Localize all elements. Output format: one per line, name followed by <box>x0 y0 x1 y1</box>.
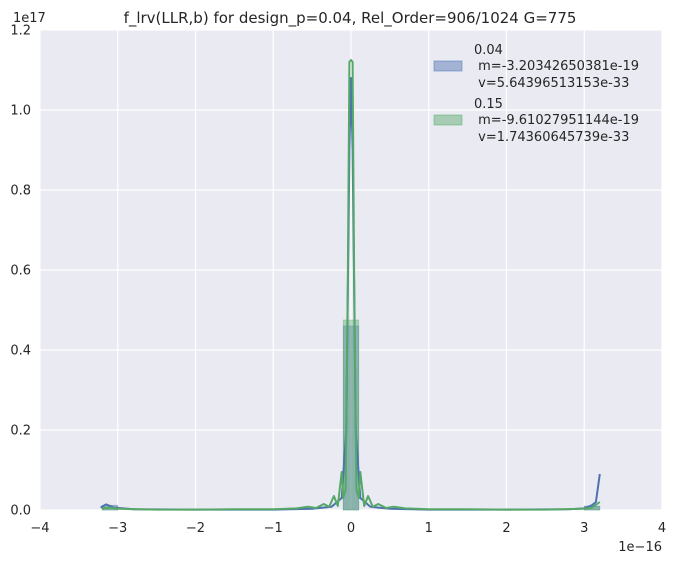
y-tick-label: 0.0 <box>10 504 31 519</box>
legend-variance-0.04: v=5.64396513153e-33 <box>474 76 629 91</box>
y-tick-label: 1.0 <box>10 104 31 119</box>
x-tick-label: 2 <box>502 521 510 536</box>
x-offset-label: 1e−16 <box>618 540 662 555</box>
y-tick-label: 0.4 <box>10 344 31 359</box>
y-tick-label: 1.2 <box>10 24 31 39</box>
x-tick-label: 1 <box>425 521 433 536</box>
legend-label-0.15: 0.15 <box>474 97 503 112</box>
legend-swatch-0.15 <box>433 114 463 126</box>
density-lines <box>100 59 601 511</box>
x-tick-label: 4 <box>658 521 666 536</box>
legend-mean-0.04: m=-3.20342650381e-19 <box>474 59 639 74</box>
x-tick-label: −2 <box>186 521 205 536</box>
x-tick-label: −3 <box>108 521 127 536</box>
legend: 0.04 m=-3.20342650381e-19 v=5.6439651315… <box>433 43 639 145</box>
legend-swatch-0.04 <box>433 60 463 72</box>
x-tick-label: −4 <box>30 521 49 536</box>
legend-variance-0.15: v=1.74360645739e-33 <box>474 130 629 145</box>
legend-mean-0.15: m=-9.61027951144e-19 <box>474 113 639 128</box>
legend-label-0.04: 0.04 <box>474 43 503 58</box>
y-tick-label: 0.6 <box>10 264 31 279</box>
axis-tick-labels: −4 −3 −2 −1 0 1 2 3 4 0.0 0.2 0.4 0.6 0.8 1.0 1.2 <box>10 24 666 537</box>
chart-title: f_lrv(LLR,b) for design_p=0.04, Rel_Orde… <box>124 9 577 28</box>
density-line-0.15 <box>102 59 601 511</box>
y-offset-label: 1e17 <box>13 11 46 26</box>
x-tick-label: 3 <box>580 521 588 536</box>
x-tick-label: −1 <box>264 521 283 536</box>
x-tick-label: 0 <box>347 521 355 536</box>
y-tick-label: 0.2 <box>10 424 31 439</box>
y-tick-label: 0.8 <box>10 184 31 199</box>
